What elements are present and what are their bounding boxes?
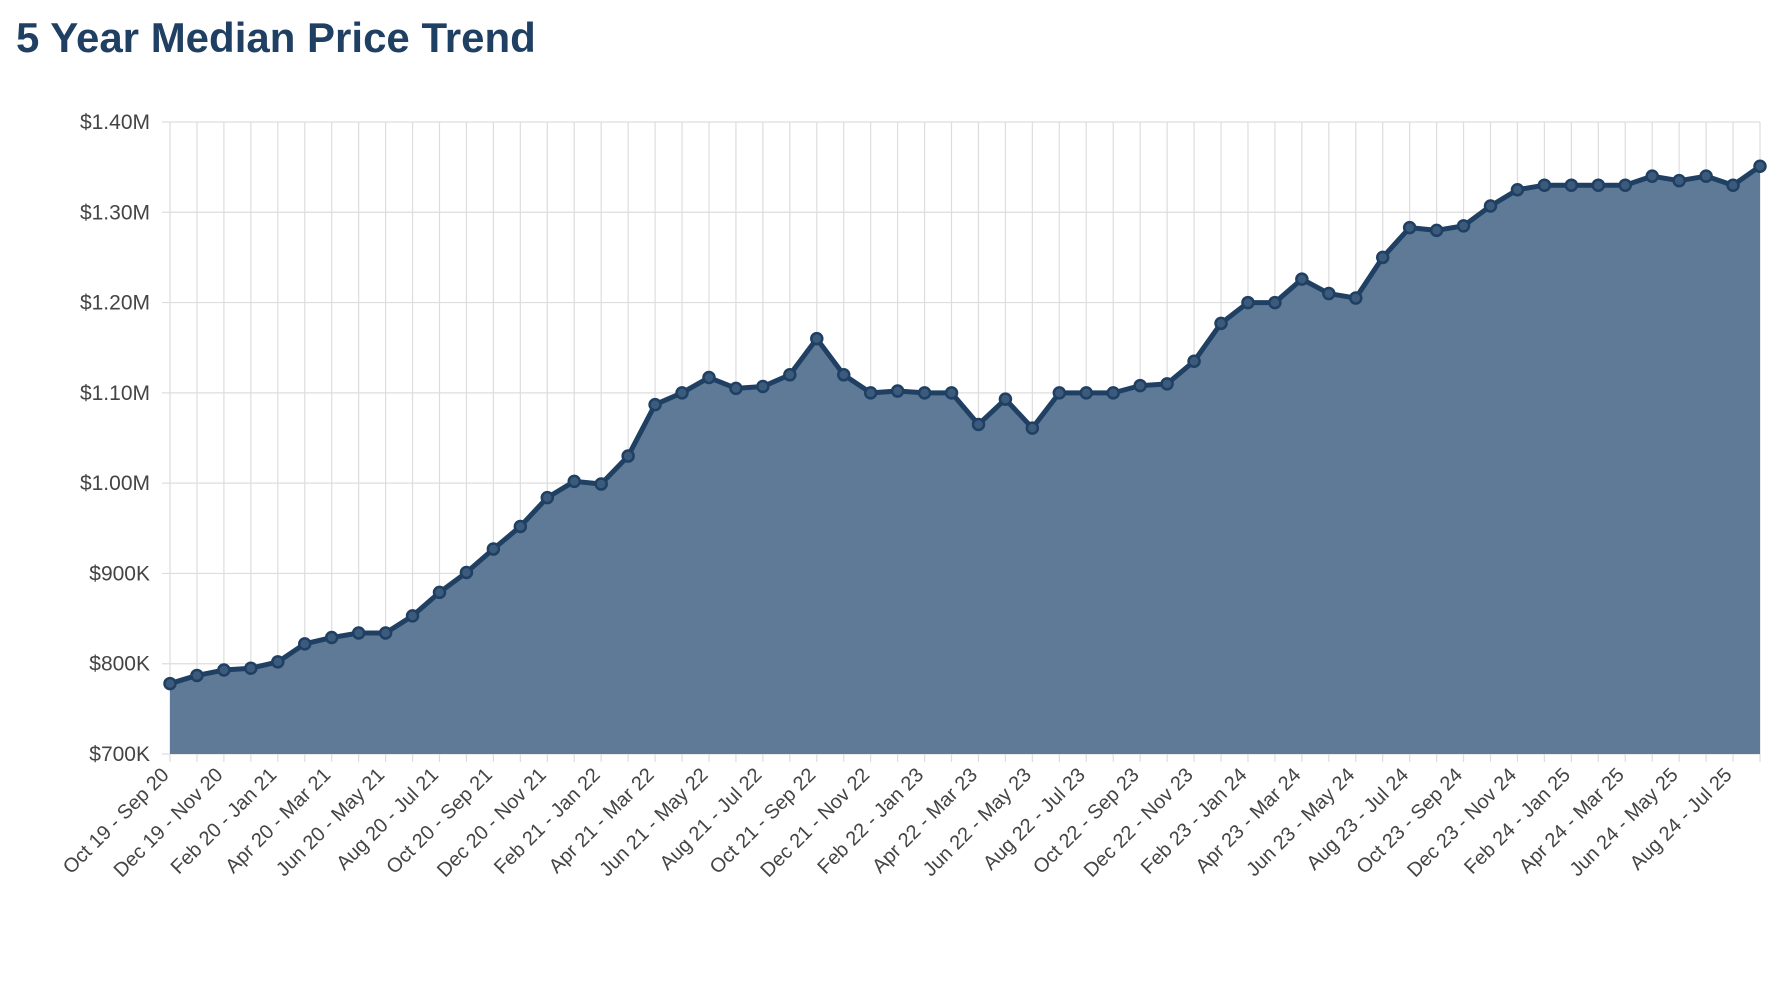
data-point bbox=[702, 370, 716, 385]
data-point bbox=[378, 626, 393, 640]
data-point bbox=[836, 368, 851, 382]
data-point bbox=[1699, 169, 1713, 183]
data-point bbox=[944, 386, 959, 400]
data-point bbox=[1106, 386, 1120, 400]
data-point bbox=[810, 331, 824, 346]
data-point bbox=[297, 637, 312, 651]
data-point bbox=[594, 477, 608, 491]
data-point bbox=[1618, 178, 1633, 192]
area-layer bbox=[169, 164, 1762, 755]
data-point bbox=[890, 384, 905, 398]
data-point bbox=[1402, 220, 1417, 235]
data-point bbox=[1429, 223, 1444, 238]
data-point bbox=[1295, 272, 1309, 286]
data-point bbox=[1564, 178, 1579, 192]
data-point bbox=[1322, 286, 1336, 301]
data-point bbox=[1187, 354, 1201, 369]
data-point bbox=[324, 630, 339, 645]
data-point bbox=[971, 417, 986, 432]
data-point bbox=[917, 386, 932, 400]
data-point bbox=[1591, 178, 1606, 192]
data-point bbox=[1079, 386, 1094, 400]
data-point bbox=[513, 519, 528, 534]
y-tick-label: $800K bbox=[89, 653, 150, 676]
data-point bbox=[1456, 219, 1471, 233]
data-point bbox=[675, 386, 689, 400]
data-point bbox=[459, 565, 474, 580]
chart-title: 5 Year Median Price Trend bbox=[16, 14, 536, 61]
data-point bbox=[567, 474, 581, 489]
area-fill bbox=[170, 166, 1760, 755]
data-point bbox=[1214, 316, 1228, 331]
data-point bbox=[351, 626, 366, 640]
y-tick-label: $1.00M bbox=[80, 472, 150, 495]
y-tick-label: $1.20M bbox=[80, 292, 150, 315]
data-point bbox=[1375, 250, 1390, 265]
data-point bbox=[163, 676, 177, 691]
data-point bbox=[783, 368, 797, 382]
y-tick-label: $1.10M bbox=[80, 382, 150, 405]
data-point bbox=[1052, 386, 1067, 400]
data-point bbox=[405, 609, 420, 623]
data-point bbox=[1645, 169, 1659, 183]
data-point bbox=[1672, 173, 1686, 188]
data-point bbox=[1537, 178, 1552, 192]
data-point bbox=[217, 663, 231, 677]
y-tick-label: $1.30M bbox=[80, 201, 150, 224]
data-point bbox=[1133, 378, 1147, 393]
data-point bbox=[486, 542, 501, 556]
data-point bbox=[271, 655, 285, 669]
data-point bbox=[1753, 159, 1767, 173]
y-tick-label: $900K bbox=[89, 562, 150, 585]
y-tick-label: $1.40M bbox=[80, 111, 150, 134]
data-point bbox=[244, 661, 258, 675]
points-layer bbox=[163, 159, 1767, 691]
data-point bbox=[863, 386, 878, 400]
data-point bbox=[998, 392, 1013, 406]
data-point bbox=[729, 381, 743, 396]
data-point bbox=[1349, 291, 1363, 305]
data-point bbox=[190, 668, 204, 683]
y-tick-label: $700K bbox=[89, 743, 150, 766]
data-point bbox=[621, 449, 635, 463]
data-point bbox=[1160, 377, 1174, 391]
data-point bbox=[648, 397, 662, 412]
data-point bbox=[756, 379, 770, 394]
data-point bbox=[1241, 295, 1255, 310]
data-point bbox=[1025, 421, 1040, 435]
data-point bbox=[1510, 182, 1525, 197]
data-point bbox=[1726, 178, 1740, 192]
data-point bbox=[1268, 295, 1282, 310]
data-point bbox=[1483, 199, 1498, 213]
data-point bbox=[432, 585, 447, 600]
data-point bbox=[540, 490, 555, 505]
y-axis: $700K $800K $900K $1.00M $1.10M $1.20M $1.30M $… bbox=[80, 111, 150, 766]
